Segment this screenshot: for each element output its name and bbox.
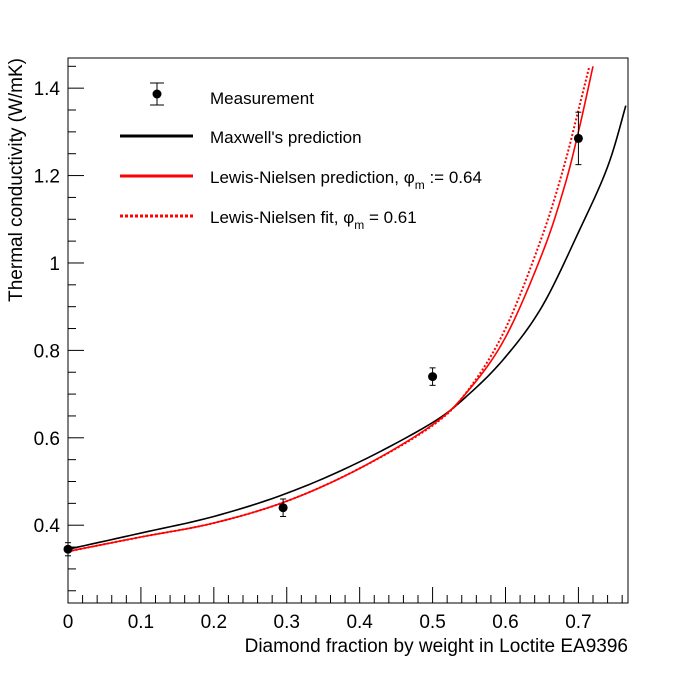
x-tick-label: 0 xyxy=(63,612,74,633)
data-point xyxy=(428,372,438,382)
legend-marker xyxy=(152,89,162,99)
x-tick-label: 0.5 xyxy=(419,612,445,633)
y-tick-label: 0.6 xyxy=(34,429,60,450)
x-tick-label: 0.6 xyxy=(492,612,518,633)
x-tick-label: 0.4 xyxy=(346,612,373,633)
y-tick-label: 1.2 xyxy=(34,167,60,188)
series-line-2 xyxy=(67,66,591,553)
legend-label-measurement: Measurement xyxy=(210,89,314,108)
data-point xyxy=(573,133,583,143)
plot-frame xyxy=(67,57,629,604)
legend-label-2: Lewis-Nielsen fit, φm = 0.61 xyxy=(210,208,417,232)
legend: Measurement Maxwell's prediction Lewis-Nie… xyxy=(120,82,482,232)
y-axis-title: Thermal conductivity (W/mK) xyxy=(6,58,27,302)
legend-label-0: Maxwell's prediction xyxy=(210,128,362,147)
data-point xyxy=(63,544,73,554)
legend-label-1: Lewis-Nielsen prediction, φm := 0.64 xyxy=(210,168,482,192)
x-tick-label: 0.3 xyxy=(274,612,300,633)
x-axis-title: Diamond fraction by weight in Loctite EA… xyxy=(245,636,628,657)
y-tick-label: 0.8 xyxy=(34,341,60,362)
y-tick-label: 1.4 xyxy=(34,79,61,100)
y-tick-label: 1 xyxy=(49,254,60,275)
y-tick-label: 0.4 xyxy=(34,516,61,537)
x-tick-label: 0.2 xyxy=(201,612,227,633)
data-point xyxy=(278,503,288,513)
x-tick-label: 0.1 xyxy=(128,612,154,633)
x-tick-label: 0.7 xyxy=(565,612,591,633)
